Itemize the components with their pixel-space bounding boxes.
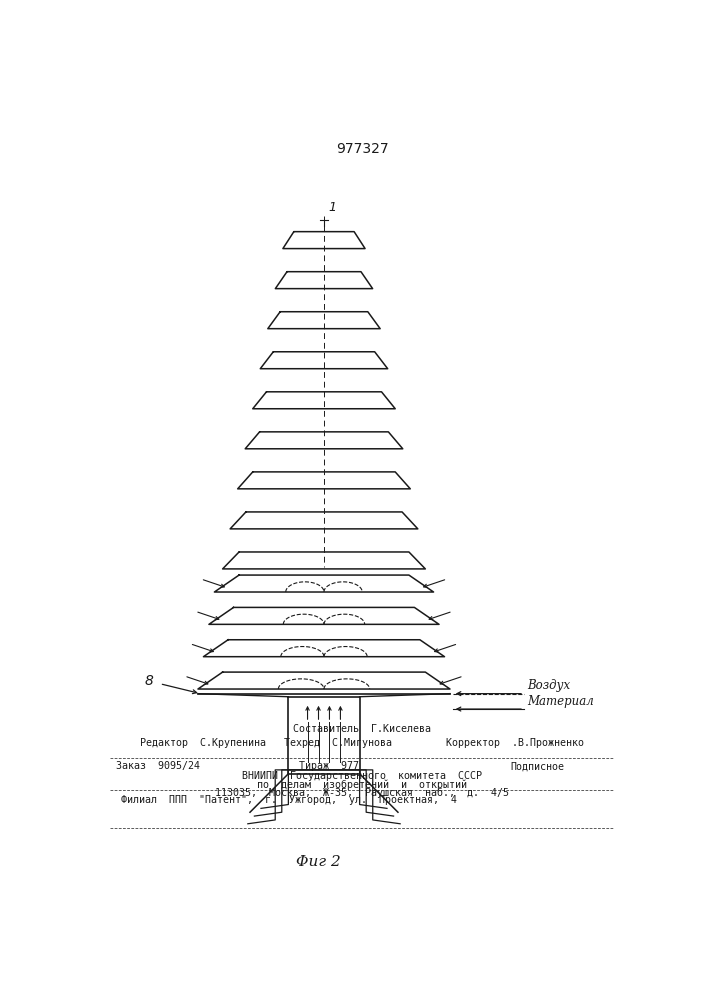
Text: Тираж  977: Тираж 977 — [300, 761, 359, 771]
Text: Редактор  С.Крупенина   Техред  С.Мигунова         Корректор  .В.Прожненко: Редактор С.Крупенина Техред С.Мигунова К… — [140, 738, 585, 748]
Text: Подписное: Подписное — [510, 761, 565, 771]
Text: Воздух: Воздух — [527, 679, 570, 692]
Text: ВНИИПИ  Государственного  комитета  СССР: ВНИИПИ Государственного комитета СССР — [243, 771, 482, 781]
Text: 1: 1 — [328, 201, 337, 214]
Text: 977327: 977327 — [336, 142, 389, 156]
Text: Филиал  ППП  "Патент",  г.  Ужгород,  ул.  Проектная,  4: Филиал ППП "Патент", г. Ужгород, ул. Про… — [122, 795, 457, 805]
Text: 113035,  Москва,  Ж-35,  Раушская  наб.,  д.  4/5: 113035, Москва, Ж-35, Раушская наб., д. … — [216, 788, 509, 798]
Text: 8: 8 — [144, 674, 153, 688]
Text: по  делам  изобретений  и  открытий: по делам изобретений и открытий — [257, 779, 467, 790]
Text: Составитель  Г.Киселева: Составитель Г.Киселева — [293, 724, 431, 734]
Text: Материал: Материал — [527, 695, 593, 708]
Text: Заказ  9095/24: Заказ 9095/24 — [116, 761, 200, 771]
Text: Φиг 2: Φиг 2 — [296, 855, 341, 869]
